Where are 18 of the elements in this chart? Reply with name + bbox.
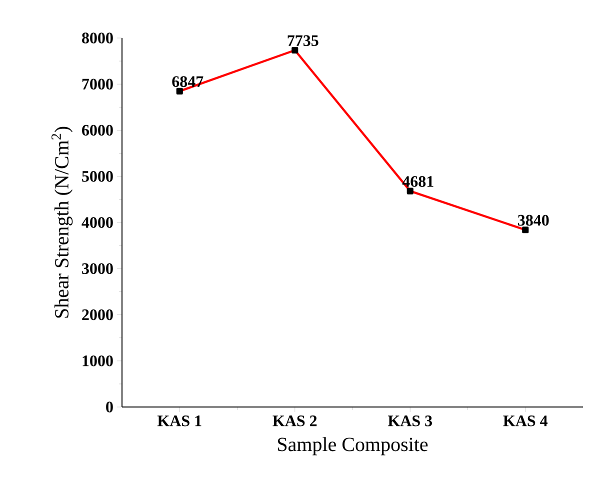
data-label: 6847 <box>172 76 204 87</box>
data-label: 7735 <box>288 35 318 46</box>
y-tick-label: 2000 <box>82 309 113 320</box>
y-tick-label: 3000 <box>82 263 113 274</box>
x-tick-label: KAS 2 <box>272 416 317 426</box>
x-tick-label: KAS 4 <box>503 416 548 426</box>
x-axis-title: Sample Composite <box>278 437 428 456</box>
y-tick-label: 6000 <box>82 124 113 136</box>
data-label: 3840 <box>518 214 549 226</box>
x-tick-label: KAS 1 <box>157 416 202 426</box>
y-tick-label: 1000 <box>82 355 113 366</box>
y-tick-label: 0 <box>106 402 113 412</box>
y-tick-label: 4000 <box>82 217 113 228</box>
y-tick-label: 8000 <box>82 32 113 44</box>
y-tick-label: 5000 <box>82 170 113 182</box>
y-axis-title: Shear Strength (N/Cm$^{2}$) <box>52 126 73 318</box>
y-tick-label: 7000 <box>82 78 113 90</box>
x-tick-label: KAS 3 <box>388 416 432 426</box>
